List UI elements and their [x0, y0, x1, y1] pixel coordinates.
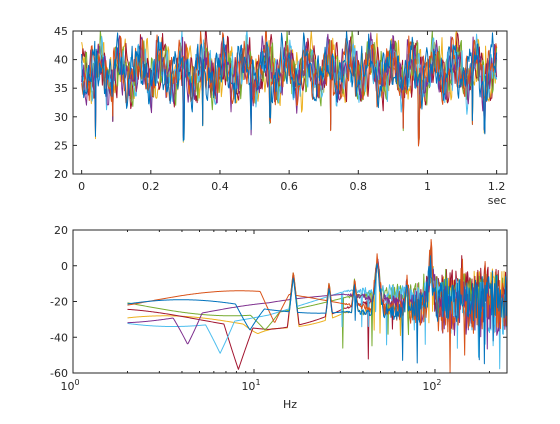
time-y-tick-label: 30 — [54, 111, 68, 124]
time-y-tick-label: 40 — [54, 54, 68, 67]
freq-x-tick-label: 101 — [241, 378, 260, 393]
time-y-tick-label: 20 — [54, 168, 68, 181]
tick-label-exponent: 2 — [436, 378, 441, 387]
frequency-series-line — [127, 255, 508, 365]
frequency-x-ticks: 100 101 102 — [60, 230, 490, 393]
freq-y-tick-label: 0 — [61, 260, 68, 273]
time-series-line — [81, 30, 498, 147]
time-x-tick-label: 0.4 — [211, 180, 229, 193]
time-series-line — [81, 32, 498, 141]
time-x-ticks: 0 0.2 0.4 0.6 0.8 1 1.2 — [78, 31, 505, 193]
time-x-tick-label: 1 — [424, 180, 431, 193]
tick-label-exponent: 0 — [74, 378, 79, 387]
time-y-ticks: 20 25 30 35 40 45 — [54, 25, 507, 181]
freq-y-tick-label: 20 — [54, 224, 68, 237]
frequency-x-axis-label: Hz — [283, 398, 297, 411]
time-y-tick-label: 35 — [54, 82, 68, 95]
time-y-tick-label: 45 — [54, 25, 68, 38]
time-x-tick-label: 0.2 — [142, 180, 160, 193]
time-y-tick-label: 25 — [54, 139, 68, 152]
time-series-line — [81, 30, 498, 141]
time-x-tick-label: 0 — [78, 180, 85, 193]
time-x-axis-label: sec — [488, 194, 507, 207]
freq-y-tick-label: -40 — [50, 331, 68, 344]
time-x-tick-label: 1.2 — [488, 180, 506, 193]
time-domain-axes: 0 0.2 0.4 0.6 0.8 1 1.2 20 25 30 35 40 45 sec — [54, 25, 508, 207]
tick-label-base: 10 — [241, 380, 255, 393]
time-series-lines — [81, 30, 498, 147]
tick-label-exponent: 1 — [255, 378, 260, 387]
freq-x-tick-label: 100 — [60, 378, 79, 393]
tick-label-base: 10 — [422, 380, 436, 393]
tick-label-base: 10 — [60, 380, 74, 393]
time-x-tick-label: 0.6 — [280, 180, 298, 193]
freq-x-tick-label: 102 — [422, 378, 441, 393]
frequency-y-ticks: -60 -40 -20 0 20 — [50, 224, 507, 380]
freq-y-tick-label: -20 — [50, 296, 68, 309]
time-x-tick-label: 0.8 — [350, 180, 368, 193]
frequency-series-lines — [127, 238, 508, 374]
time-axes-box — [72, 30, 508, 175]
freq-y-tick-label: -60 — [50, 367, 68, 380]
